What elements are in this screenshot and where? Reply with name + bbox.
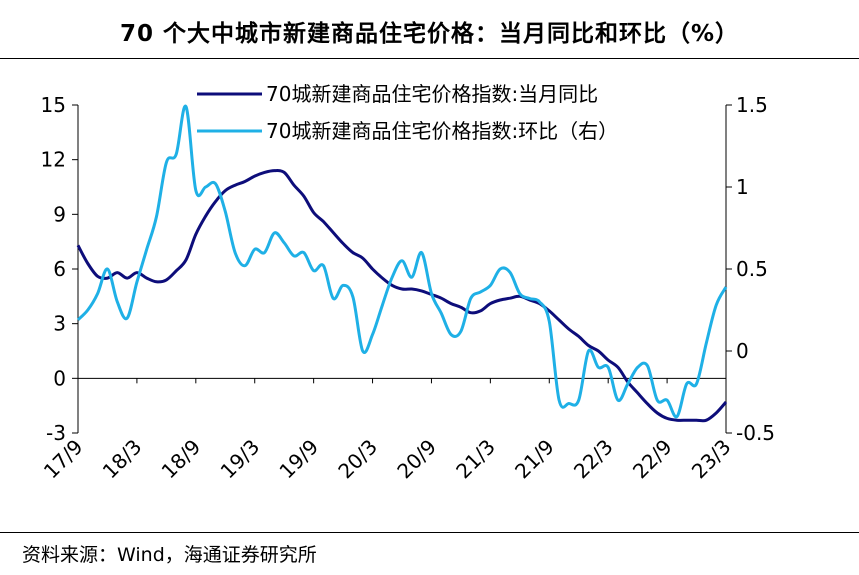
left-tick-label: 15 bbox=[41, 93, 66, 117]
title-divider bbox=[0, 58, 859, 59]
source-divider bbox=[0, 532, 859, 533]
series-line-mom bbox=[76, 105, 728, 419]
source-note: 资料来源：Wind，海通证券研究所 bbox=[22, 544, 317, 566]
right-tick-label: 1 bbox=[736, 175, 749, 199]
legend-label-yoy: 70城新建商品住宅价格指数:当月同比 bbox=[266, 82, 598, 106]
x-tick-label: 20/3 bbox=[333, 435, 382, 484]
x-tick-label: 19/9 bbox=[274, 435, 323, 484]
left-tick-label: 3 bbox=[53, 312, 66, 336]
left-tick-label: -3 bbox=[46, 421, 66, 445]
series-line-yoy bbox=[76, 169, 728, 423]
right-tick-label: 0.5 bbox=[736, 257, 768, 281]
x-tick-label: 23/3 bbox=[687, 435, 736, 484]
chart-title: 70 个大中城市新建商品住宅价格：当月同比和环比（%） bbox=[119, 21, 740, 47]
chart-legend: 70城新建商品住宅价格指数:当月同比 70城新建商品住宅价格指数:环比（右） bbox=[197, 82, 618, 143]
x-tick-label: 22/3 bbox=[569, 435, 618, 484]
x-tick-label: 19/3 bbox=[216, 435, 265, 484]
series-layer bbox=[76, 105, 728, 423]
right-tick-label: -0.5 bbox=[736, 421, 775, 445]
x-tick-label: 20/9 bbox=[392, 435, 441, 484]
x-tick-label: 21/3 bbox=[451, 435, 500, 484]
x-tick-label: 21/9 bbox=[510, 435, 559, 484]
x-tick-label: 22/9 bbox=[628, 435, 677, 484]
left-tick-label: 0 bbox=[53, 366, 66, 390]
x-tick-label: 18/3 bbox=[98, 435, 147, 484]
x-tick-label: 18/9 bbox=[157, 435, 206, 484]
right-tick-label: 0 bbox=[736, 339, 749, 363]
left-tick-label: 9 bbox=[53, 202, 66, 226]
legend-label-mom: 70城新建商品住宅价格指数:环比（右） bbox=[266, 119, 618, 143]
left-tick-label: 12 bbox=[41, 148, 66, 172]
right-tick-label: 1.5 bbox=[736, 93, 768, 117]
left-tick-label: 6 bbox=[53, 257, 66, 281]
